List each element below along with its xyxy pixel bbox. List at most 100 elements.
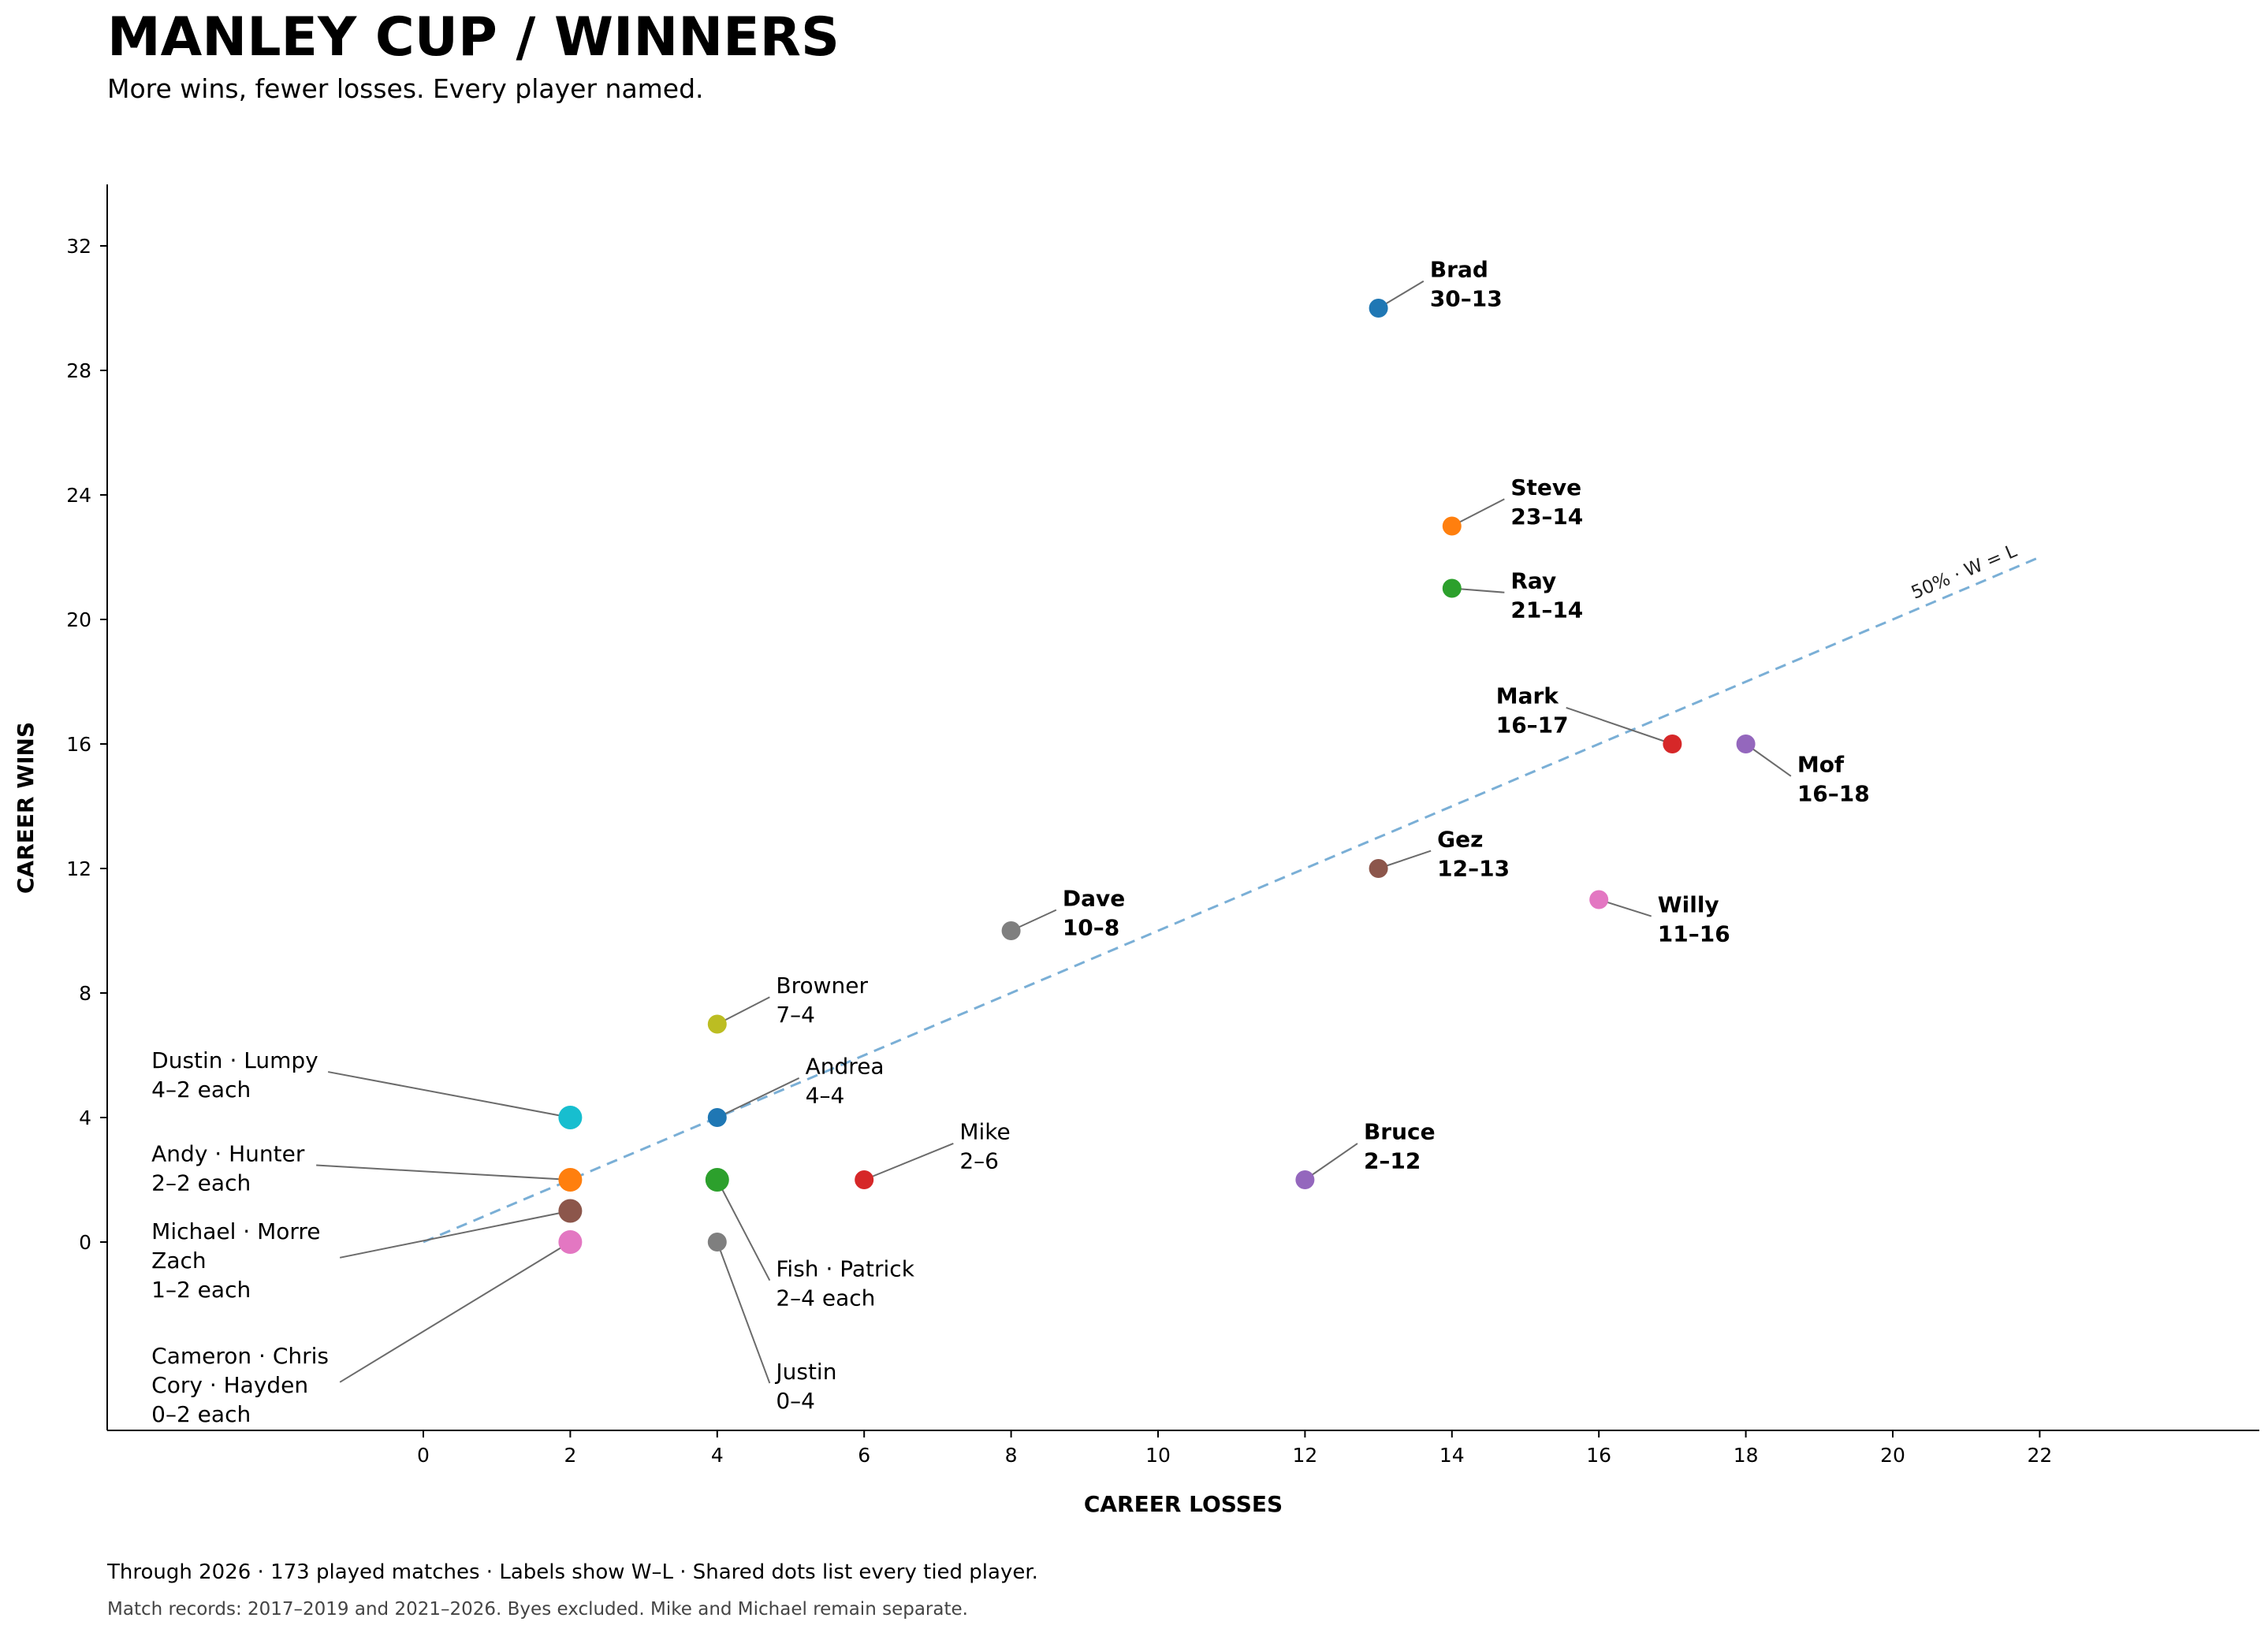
y-tick-label: 0	[79, 1231, 91, 1254]
data-point	[1663, 735, 1682, 753]
point-label-line: Justin	[774, 1359, 836, 1385]
point-label-line: 2–12	[1364, 1148, 1421, 1174]
data-point	[558, 1199, 583, 1223]
point-label: Dave 10–8	[1063, 885, 1125, 940]
data-point	[707, 1108, 727, 1127]
point-label-line: 2–2 each	[151, 1170, 251, 1196]
point-label: Fish · Patrick 2–4 each	[776, 1255, 914, 1311]
point-label: Dustin · Lumpy 4–2 each	[151, 1047, 318, 1103]
point-label: Andy · Hunter 2–2 each	[151, 1140, 305, 1196]
leader-line	[327, 1071, 571, 1118]
data-point	[1369, 299, 1388, 318]
leader-line	[716, 1241, 771, 1384]
x-tick-label: 8	[1005, 1444, 1018, 1467]
y-tick-label: 24	[66, 484, 91, 507]
point-label: Bruce 2–12	[1364, 1119, 1436, 1174]
point-label: Michael · Morre Zach 1–2 each	[151, 1218, 320, 1303]
leader-line	[717, 996, 770, 1025]
leader-line	[339, 1210, 571, 1259]
x-tick-label: 2	[564, 1444, 576, 1467]
point-label-line: 4–2 each	[151, 1077, 251, 1103]
point-label: Browner 7–4	[776, 973, 868, 1028]
point-label-line: Ray	[1510, 568, 1556, 594]
y-tick-label: 32	[66, 235, 91, 258]
point-label: Mof 16–18	[1797, 752, 1870, 807]
data-point	[707, 1233, 727, 1252]
x-axis-title: CAREER LOSSES	[1084, 1491, 1283, 1517]
x-tick-label: 12	[1292, 1444, 1317, 1467]
data-point	[1295, 1170, 1315, 1189]
x-tick-label: 18	[1734, 1444, 1759, 1467]
x-tick-label: 14	[1439, 1444, 1465, 1467]
point-label-line: Cameron · Chris	[151, 1343, 329, 1369]
leader-line	[716, 1179, 771, 1281]
chart-title: MANLEY CUP / WINNERS	[107, 6, 840, 69]
x-tick-label: 4	[711, 1444, 724, 1467]
y-axis-title: CAREER WINS	[13, 722, 39, 894]
point-label-line: Bruce	[1364, 1119, 1436, 1145]
point-label-line: Gez	[1437, 826, 1483, 852]
point-label-line: Brad	[1430, 257, 1488, 283]
point-label-line: 16–17	[1496, 712, 1569, 738]
point-label-line: Mike	[959, 1119, 1010, 1145]
leader-line	[1566, 706, 1673, 745]
point-label-line: 10–8	[1063, 914, 1119, 940]
x-tick-label: 16	[1586, 1444, 1611, 1467]
point-label: Brad 30–13	[1430, 257, 1503, 312]
x-tick-label: 6	[858, 1444, 870, 1467]
point-label-line: Browner	[776, 973, 868, 999]
leader-line	[1304, 1143, 1358, 1181]
point-label-line: 11–16	[1658, 920, 1730, 947]
reference-line	[423, 556, 2040, 1244]
footer-summary: Through 2026 · 173 played matches · Labe…	[106, 1560, 1038, 1584]
point-label-line: 0–4	[776, 1388, 815, 1414]
point-label-line: Mark	[1496, 683, 1560, 709]
point-label: Willy 11–16	[1658, 891, 1730, 947]
data-point	[1442, 578, 1462, 598]
point-label-line: Michael · Morre	[151, 1218, 320, 1244]
y-tick-label: 20	[66, 608, 91, 631]
chart-subtitle: More wins, fewer losses. Every player na…	[107, 73, 704, 104]
point-label-line: 23–14	[1510, 504, 1583, 530]
point-label-line: Zach	[151, 1248, 206, 1274]
point-labels: Brad 30–13 Steve 23–14 Ray 21–14 Mark 16–17 Mof 1…	[151, 257, 1870, 1428]
x-tick-label: 0	[417, 1444, 430, 1467]
point-label-line: Dave	[1063, 885, 1125, 911]
data-points	[558, 299, 1756, 1254]
point-label-line: 12–13	[1437, 855, 1510, 881]
point-label-line: 4–4	[806, 1083, 845, 1109]
data-point	[705, 1168, 729, 1192]
x-tick-label: 20	[1880, 1444, 1905, 1467]
y-tick-label: 8	[79, 982, 91, 1005]
point-label-line: Mof	[1797, 752, 1845, 778]
data-point	[558, 1168, 583, 1192]
y-tick-label: 16	[66, 733, 91, 756]
data-point	[855, 1170, 874, 1189]
data-point	[1589, 890, 1609, 909]
point-label-line: 21–14	[1510, 597, 1583, 623]
point-label-line: 16–18	[1797, 781, 1870, 807]
point-label-line: Willy	[1658, 891, 1719, 917]
point-label-line: Andrea	[806, 1054, 884, 1080]
point-label: Ray 21–14	[1510, 568, 1583, 623]
data-point	[1442, 516, 1462, 536]
y-ticks: 0 4 8 12 16 20 24 28 32	[66, 235, 107, 1254]
reference-line-label: 50% · W = L	[1909, 541, 2020, 604]
data-point	[1369, 859, 1388, 878]
data-point	[707, 1014, 727, 1034]
point-label: Steve 23–14	[1510, 474, 1583, 530]
x-tick-label: 22	[2027, 1444, 2052, 1467]
point-label-line: 1–2 each	[151, 1277, 251, 1303]
point-label: Andrea 4–4	[806, 1054, 884, 1109]
leader-line	[339, 1241, 571, 1383]
reference-line-group: 50% · W = L	[423, 541, 2040, 1244]
point-label-line: 2–4 each	[776, 1285, 875, 1311]
leader-lines	[316, 280, 1792, 1384]
point-label-line: Andy · Hunter	[151, 1140, 305, 1166]
point-label-line: Fish · Patrick	[776, 1255, 914, 1281]
point-label-line: Steve	[1510, 474, 1581, 500]
point-label-line: Cory · Hayden	[151, 1372, 308, 1398]
point-label-line: 30–13	[1430, 286, 1503, 312]
data-point	[1001, 921, 1021, 940]
